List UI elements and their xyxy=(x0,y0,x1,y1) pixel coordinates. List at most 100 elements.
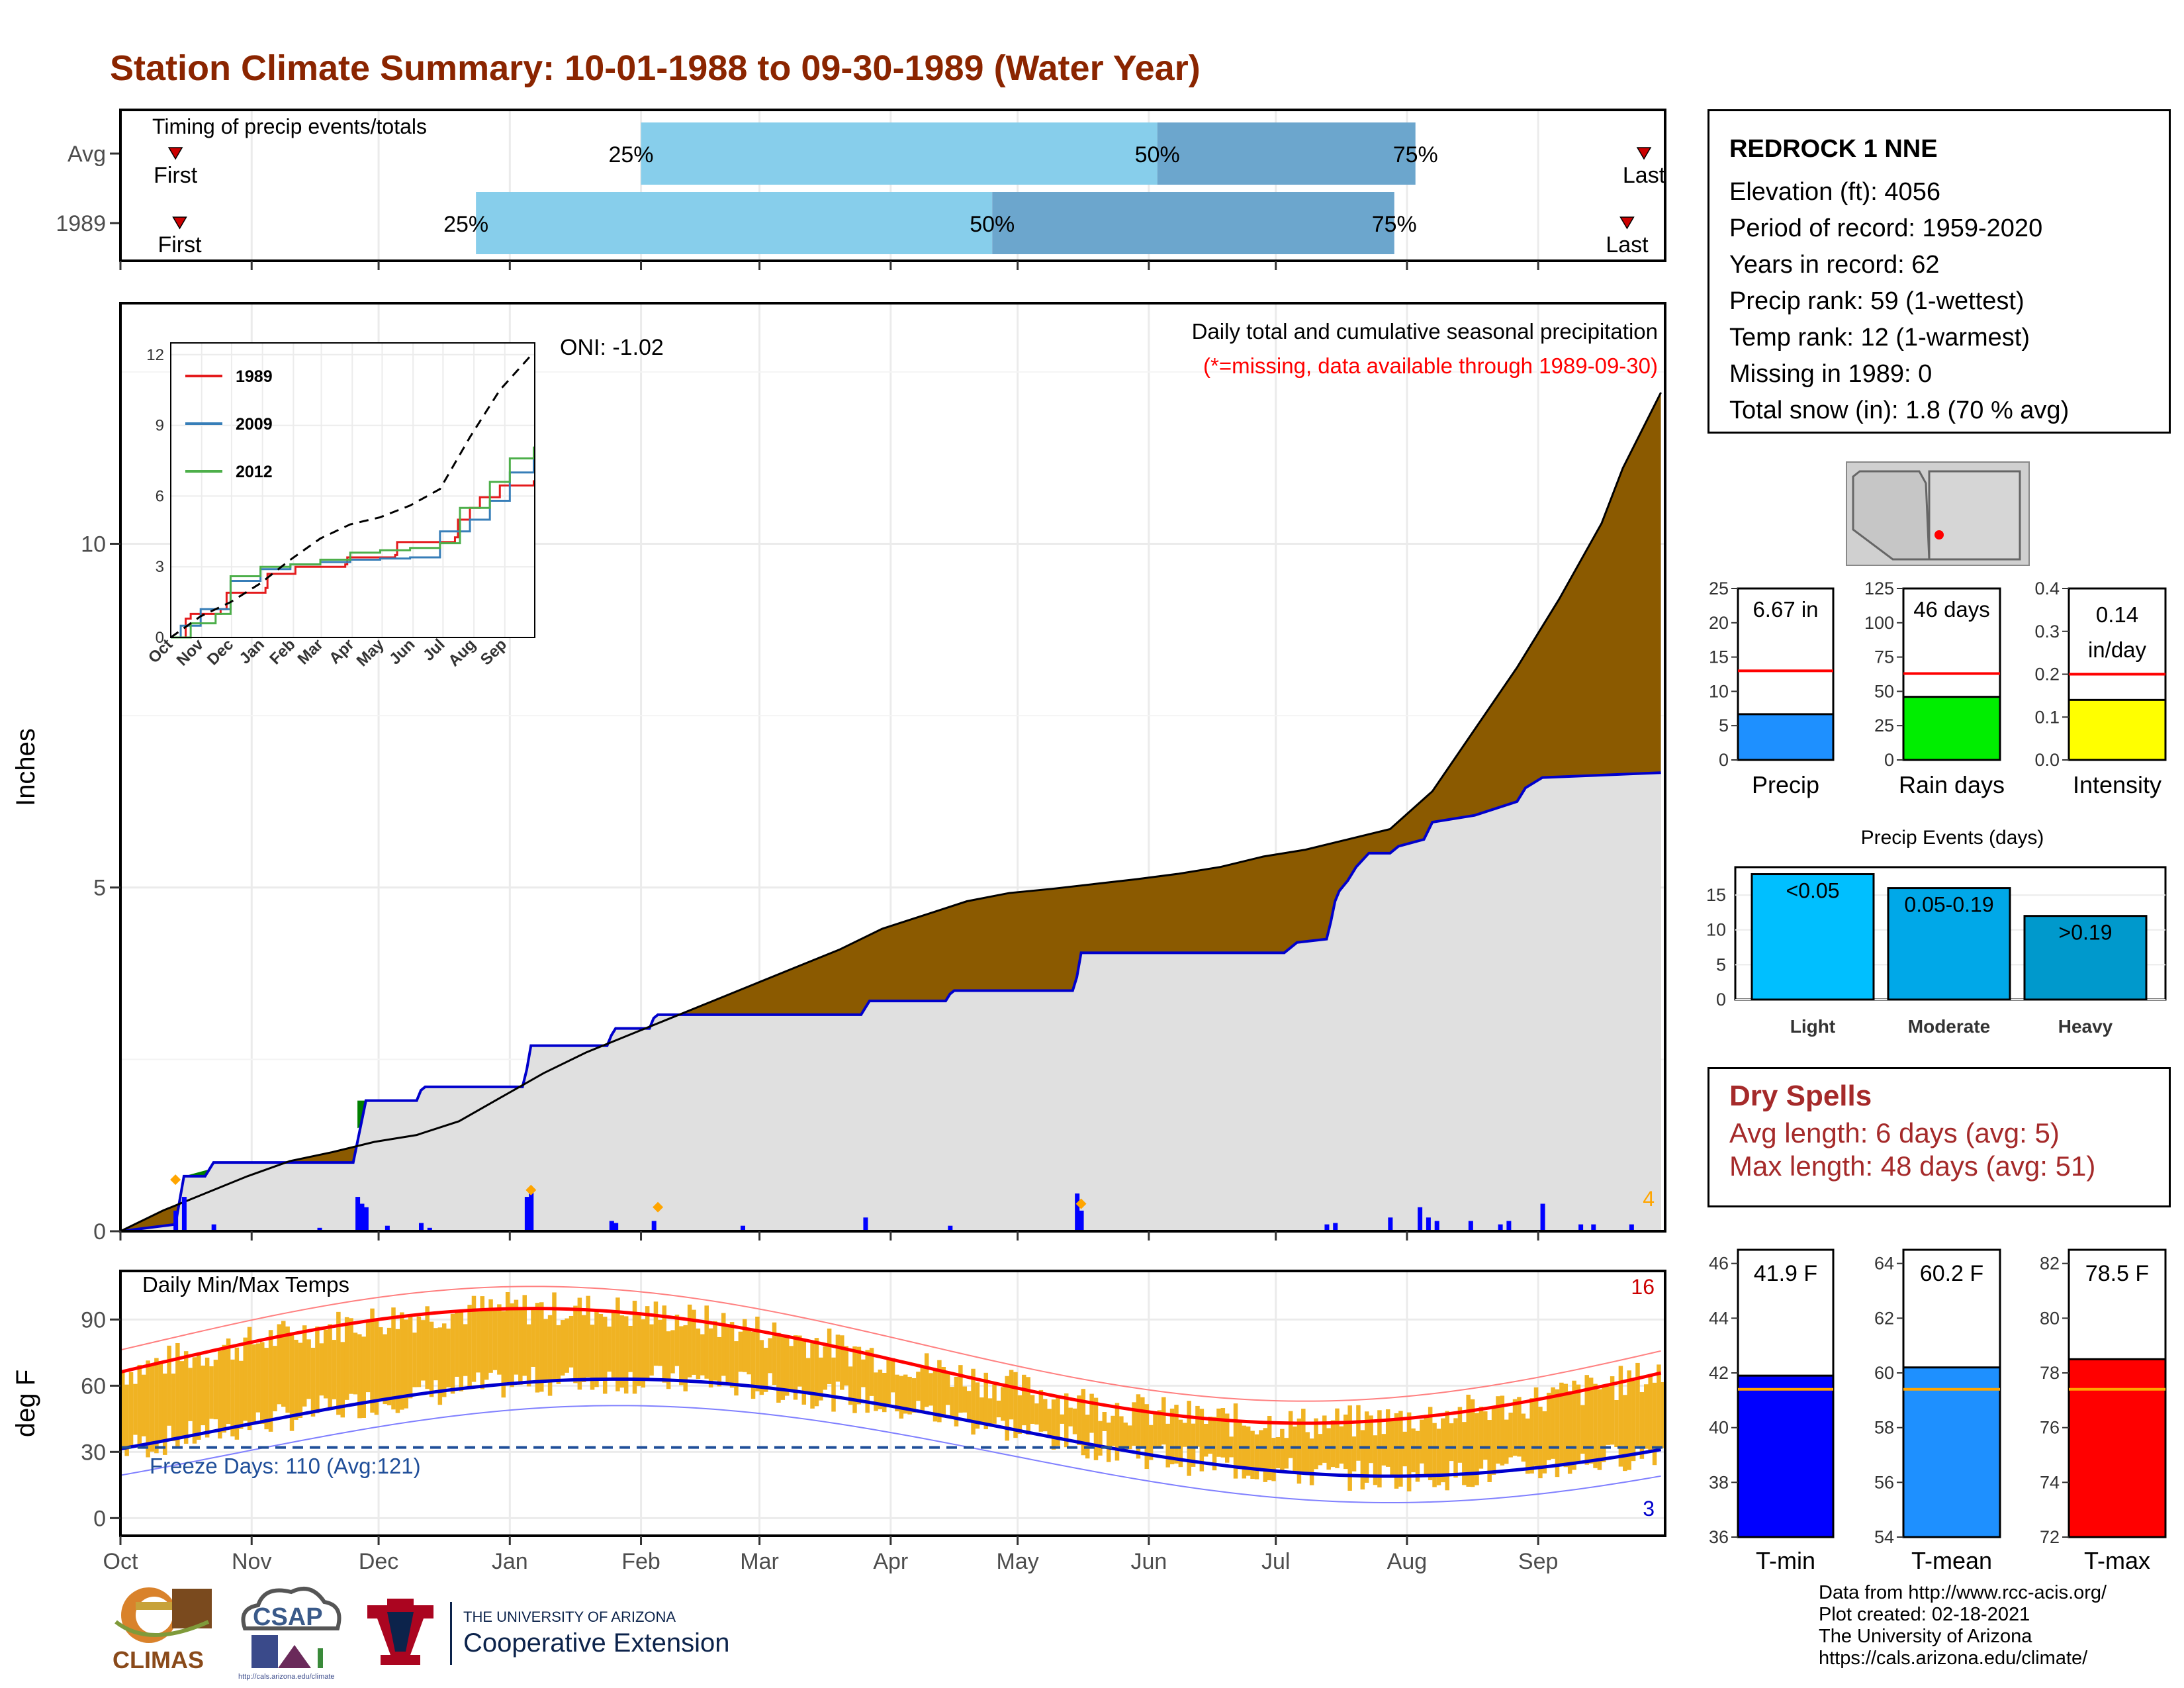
temp-daily-range-bar xyxy=(514,1299,519,1375)
temp-bar-t-max-category-label: T-max xyxy=(2084,1547,2150,1574)
temp-daily-range-bar xyxy=(907,1376,912,1415)
temp-daily-range-bar xyxy=(1661,1382,1666,1448)
temp-y-axis-label: deg F xyxy=(11,1370,40,1437)
precip-events-category-label: Heavy xyxy=(2058,1016,2113,1037)
temp-daily-range-bar xyxy=(805,1358,811,1393)
precip-daily-bar xyxy=(317,1227,322,1231)
temp-daily-range-bar xyxy=(1546,1392,1551,1460)
temp-daily-range-bar xyxy=(239,1360,244,1429)
temp-daily-range-bar xyxy=(1140,1397,1145,1448)
temp-daily-range-bar xyxy=(1436,1429,1441,1485)
station-line: Temp rank: 12 (1-warmest) xyxy=(1729,324,2030,352)
temp-bar-t-min-category-label: T-min xyxy=(1756,1547,1815,1574)
temp-daily-range-bar xyxy=(890,1358,895,1393)
temp-daily-range-bar xyxy=(552,1292,557,1381)
temp-record-max-line xyxy=(120,1286,1661,1402)
temp-daily-range-bar xyxy=(637,1312,641,1386)
precip-daily-bar xyxy=(1418,1207,1423,1231)
precip-daily-bar xyxy=(1388,1217,1393,1231)
temp-daily-range-bar xyxy=(383,1334,387,1405)
temp-daily-range-bar xyxy=(1491,1407,1496,1475)
precip-events-category-label: Light xyxy=(1790,1016,1835,1037)
month-axis-label: Sep xyxy=(1518,1549,1559,1574)
temp-daily-range-bar xyxy=(1233,1403,1238,1479)
rank-value-label: 46 days xyxy=(1913,597,1990,622)
precip-extreme-point xyxy=(170,1174,181,1186)
temp-daily-range-bar xyxy=(328,1324,332,1411)
ua-logo-large: Cooperative Extension xyxy=(463,1628,729,1658)
page-title: Station Climate Summary: 10-01-1988 to 0… xyxy=(110,48,1201,88)
temp-daily-range-bar xyxy=(1208,1417,1212,1454)
temp-daily-range-bar xyxy=(1563,1383,1569,1468)
temp-daily-range-bar xyxy=(941,1367,946,1418)
temp-daily-range-bar xyxy=(1657,1364,1661,1451)
precip-events-bar-label: 0.05-0.19 xyxy=(1904,893,1993,917)
temp-daily-range-bar xyxy=(1022,1374,1026,1426)
temp-daily-range-bar xyxy=(404,1319,408,1409)
precip-daily-bar xyxy=(1426,1217,1431,1231)
temp-record-min-line xyxy=(120,1405,1661,1504)
rank-rain-days-tick-label: 75 xyxy=(1874,647,1894,667)
ua-logo: THE UNIVERSITY OF ARIZONA Cooperative Ex… xyxy=(367,1599,729,1665)
inset-legend-label: 1989 xyxy=(236,367,273,386)
temp-daily-range-bar xyxy=(1521,1413,1526,1462)
temp-bar-t-mean-tick-label: 64 xyxy=(1874,1254,1894,1274)
temp-daily-range-bar xyxy=(738,1331,743,1372)
temp-daily-range-bar xyxy=(365,1319,371,1393)
inset-y-tick-label: 3 xyxy=(156,558,164,576)
temp-daily-range-bar xyxy=(1127,1425,1132,1450)
temp-daily-range-bar xyxy=(920,1367,925,1411)
temp-bar-value-label: 60.2 F xyxy=(1920,1261,1983,1286)
temp-daily-range-bar xyxy=(708,1328,713,1387)
temp-daily-range-bar xyxy=(556,1325,561,1384)
temp-daily-range-bar xyxy=(1445,1411,1449,1491)
temp-daily-range-bar xyxy=(1487,1420,1492,1482)
temp-daily-range-bar xyxy=(561,1320,565,1376)
temp-daily-range-bar xyxy=(607,1327,612,1372)
temp-daily-range-bar xyxy=(1242,1425,1247,1479)
temp-daily-range-bar xyxy=(492,1307,498,1370)
temp-daily-range-bar xyxy=(150,1365,155,1452)
rank-intensity-category-label: Intensity xyxy=(2073,771,2161,798)
temp-daily-range-bar xyxy=(1115,1403,1120,1461)
temp-daily-range-bar xyxy=(1250,1430,1255,1479)
temp-daily-range-bar xyxy=(1111,1415,1115,1446)
timing-pct-label: 25% xyxy=(443,212,488,237)
temp-daily-range-bar xyxy=(1500,1395,1505,1466)
temp-daily-range-bar xyxy=(218,1350,222,1439)
precip-daily-bar xyxy=(385,1225,390,1231)
credit-line: Data from http://www.rcc-acis.org/ xyxy=(1819,1582,2107,1603)
precip-daily-bar xyxy=(1324,1224,1330,1231)
precip-avg-line xyxy=(120,392,1662,1233)
temp-bar-value-label: 78.5 F xyxy=(2085,1261,2149,1286)
temp-daily-range-bar xyxy=(1305,1432,1310,1474)
precip-daily-bar xyxy=(1578,1224,1584,1231)
temp-daily-range-bar xyxy=(1551,1387,1555,1459)
temp-daily-range-bar xyxy=(505,1291,510,1383)
station-line: Years in record: 62 xyxy=(1729,251,1940,279)
temp-daily-range-bar xyxy=(1597,1389,1602,1470)
temp-daily-range-bar xyxy=(264,1348,269,1430)
temp-daily-range-bar xyxy=(1043,1399,1048,1432)
temp-daily-range-bar xyxy=(700,1334,705,1376)
temp-daily-range-bar xyxy=(361,1336,366,1418)
precip-events-panel: Precip Events (days) 0 5 10 15 <0.05 Light 0.05… xyxy=(1706,827,2167,1037)
temp-daily-range-bar xyxy=(379,1327,383,1401)
temp-daily-range-bar xyxy=(929,1373,933,1406)
temp-daily-range-bar xyxy=(1081,1389,1086,1456)
station-line: Period of record: 1959-2020 xyxy=(1729,214,2043,242)
timing-bar-q2 xyxy=(992,192,1394,254)
temp-daily-range-bar xyxy=(1618,1366,1623,1467)
temp-daily-range-bar xyxy=(937,1360,942,1423)
temp-daily-range-bar xyxy=(1381,1434,1387,1466)
temp-daily-range-bar xyxy=(260,1342,265,1424)
temp-daily-range-bar xyxy=(903,1374,908,1414)
temp-daily-range-bar xyxy=(1169,1408,1175,1465)
temp-daily-range-bar xyxy=(1212,1417,1217,1471)
temp-daily-range-bar xyxy=(518,1308,523,1385)
temp-daily-range-bar xyxy=(979,1397,984,1425)
temp-avg-min-line xyxy=(120,1377,1662,1478)
temp-daily-range-bar xyxy=(1203,1423,1208,1457)
station-line: Missing in 1989: 0 xyxy=(1729,360,1933,388)
